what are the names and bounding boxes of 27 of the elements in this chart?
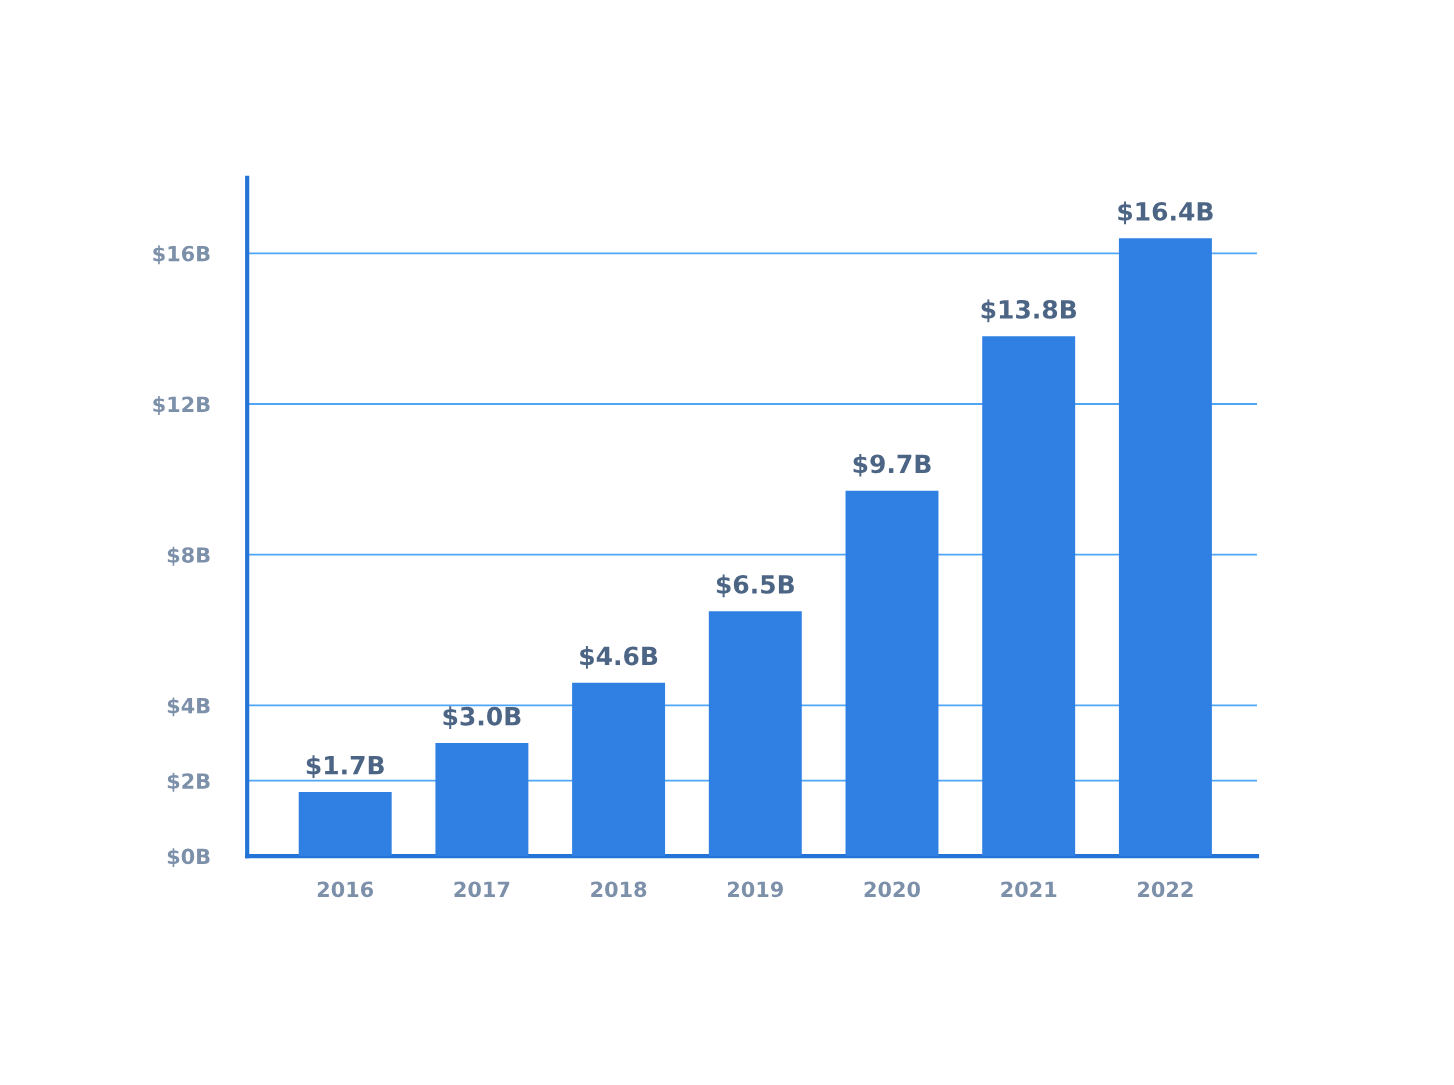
bar — [845, 490, 939, 857]
bar — [298, 792, 392, 857]
y-tick-label: $2B — [167, 772, 210, 792]
x-tick-label: 2016 — [317, 881, 374, 898]
x-tick-label: 2022 — [1138, 881, 1193, 898]
bar — [708, 611, 802, 857]
x-tick-label: 2018 — [591, 881, 647, 898]
x-tick-label: 2019 — [727, 881, 783, 898]
x-tick-label: 2017 — [454, 881, 510, 898]
data-label: $13.8B — [981, 299, 1076, 323]
y-tick-label: $4B — [167, 697, 210, 717]
data-label: $9.7B — [853, 453, 931, 477]
y-tick-label: $16B — [153, 245, 210, 265]
y-tick-label: $8B — [167, 546, 210, 566]
data-label: $4.6B — [580, 646, 658, 669]
data-label: $1.7B — [306, 755, 384, 778]
data-label: $16.4B — [1118, 201, 1213, 225]
bar — [435, 743, 529, 857]
bar — [572, 682, 666, 857]
y-tick-label: $12B — [153, 396, 210, 415]
data-label: $6.5B — [716, 574, 794, 598]
bar — [982, 336, 1076, 857]
bar — [1118, 238, 1212, 857]
x-tick-label: 2020 — [864, 881, 920, 898]
x-tick-label: 2021 — [1001, 881, 1057, 898]
y-tick-label: $0B — [167, 848, 210, 868]
data-label: $3.0B — [443, 706, 521, 730]
